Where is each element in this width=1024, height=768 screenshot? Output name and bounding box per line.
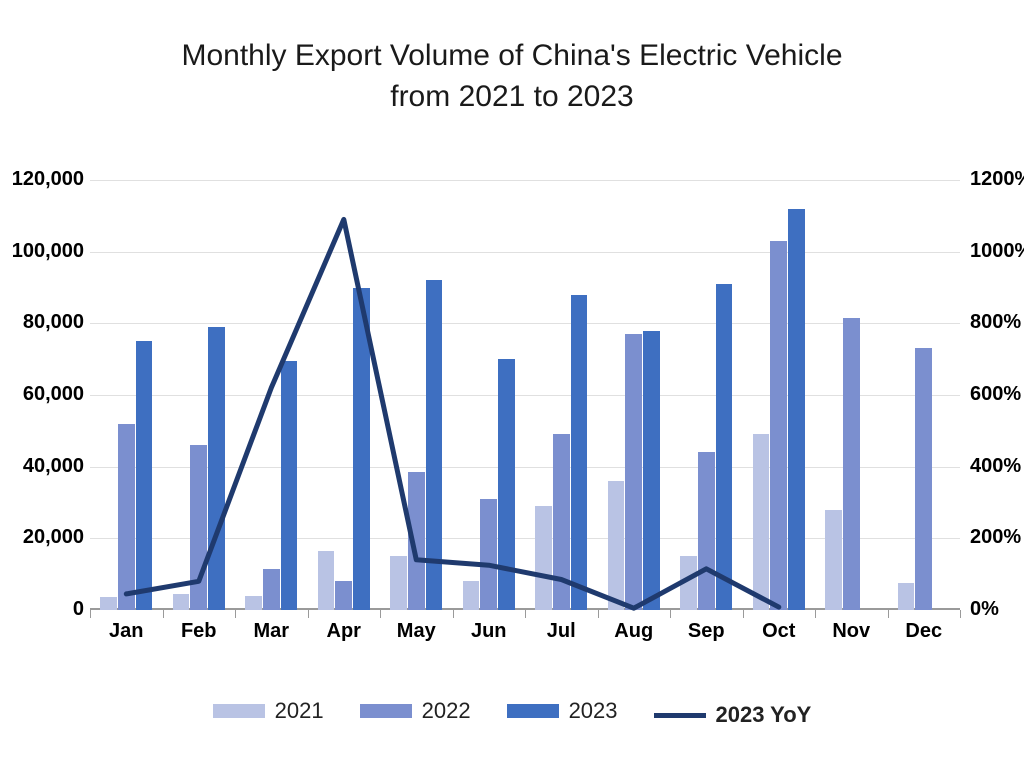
y-right-tick-label: 1000% xyxy=(970,240,1024,263)
x-tick xyxy=(90,610,91,618)
title-line-2: from 2021 to 2023 xyxy=(390,80,634,113)
x-tick-label: Jan xyxy=(109,620,143,643)
x-tick xyxy=(163,610,164,618)
line-series-layer xyxy=(90,180,960,610)
x-tick xyxy=(888,610,889,618)
x-tick-label: Jul xyxy=(547,620,576,643)
chart-title: Monthly Export Volume of China's Electri… xyxy=(0,36,1024,117)
x-tick-label: Aug xyxy=(614,620,653,643)
x-tick-label: Nov xyxy=(832,620,870,643)
x-tick xyxy=(815,610,816,618)
page: Monthly Export Volume of China's Electri… xyxy=(0,0,1024,768)
y-left-tick-label: 40,000 xyxy=(23,455,84,478)
legend-swatch-bar xyxy=(213,704,265,718)
y-right-tick-label: 400% xyxy=(970,455,1021,478)
y-left-tick-label: 0 xyxy=(73,598,84,621)
x-tick-label: Jun xyxy=(471,620,507,643)
legend-item-2023-yoy: 2023 YoY xyxy=(654,702,812,728)
y-left-tick-label: 20,000 xyxy=(23,526,84,549)
title-line-1: Monthly Export Volume of China's Electri… xyxy=(181,39,842,72)
chart-area: 00%20,000200%40,000400%60,000600%80,0008… xyxy=(90,180,960,610)
x-tick-label: Feb xyxy=(181,620,217,643)
x-tick-label: Mar xyxy=(253,620,289,643)
y-right-tick-label: 800% xyxy=(970,311,1021,334)
x-tick xyxy=(453,610,454,618)
legend-swatch-bar xyxy=(507,704,559,718)
x-tick xyxy=(598,610,599,618)
line-2023-yoy xyxy=(126,219,779,608)
legend-label: 2023 xyxy=(569,698,618,724)
legend-swatch-line xyxy=(654,713,706,718)
x-tick-label: Sep xyxy=(688,620,725,643)
y-right-tick-label: 600% xyxy=(970,383,1021,406)
x-tick xyxy=(960,610,961,618)
y-right-tick-label: 200% xyxy=(970,526,1021,549)
legend-item-2023: 2023 xyxy=(507,698,618,724)
y-left-tick-label: 80,000 xyxy=(23,311,84,334)
x-tick-label: Dec xyxy=(905,620,942,643)
x-tick-label: Oct xyxy=(762,620,795,643)
x-tick-label: Apr xyxy=(327,620,361,643)
x-tick-label: May xyxy=(397,620,436,643)
y-right-tick-label: 0% xyxy=(970,598,999,621)
x-tick xyxy=(235,610,236,618)
x-tick xyxy=(380,610,381,618)
x-tick xyxy=(525,610,526,618)
legend-label: 2021 xyxy=(275,698,324,724)
y-left-tick-label: 100,000 xyxy=(12,240,84,263)
legend-item-2021: 2021 xyxy=(213,698,324,724)
legend-label: 2023 YoY xyxy=(716,702,812,728)
legend-label: 2022 xyxy=(422,698,471,724)
y-left-tick-label: 120,000 xyxy=(12,168,84,191)
legend-swatch-bar xyxy=(360,704,412,718)
legend-item-2022: 2022 xyxy=(360,698,471,724)
y-left-tick-label: 60,000 xyxy=(23,383,84,406)
x-tick xyxy=(308,610,309,618)
x-tick xyxy=(670,610,671,618)
legend: 2021 2022 2023 2023 YoY xyxy=(0,698,1024,729)
y-right-tick-label: 1200% xyxy=(970,168,1024,191)
x-tick xyxy=(743,610,744,618)
